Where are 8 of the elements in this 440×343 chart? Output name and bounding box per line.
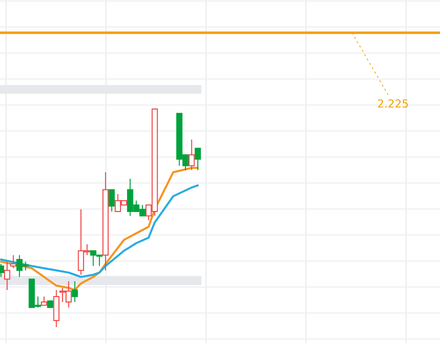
- candlestick: [4, 261, 10, 291]
- text: 2.225: [377, 98, 409, 111]
- candlestick: [53, 290, 60, 328]
- candlestick: [72, 280, 78, 303]
- candlestick: [188, 139, 195, 171]
- candlestick: [108, 189, 115, 212]
- candlestick: [10, 254, 16, 269]
- candlestick: [194, 148, 201, 171]
